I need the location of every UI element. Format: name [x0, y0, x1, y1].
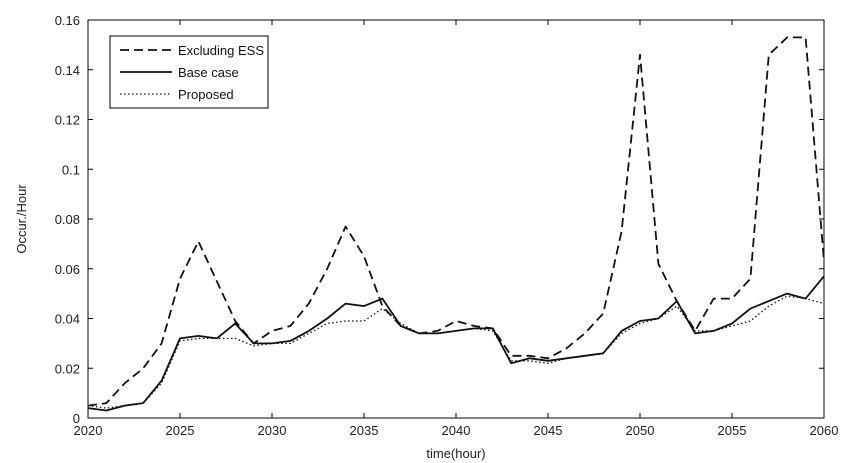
legend-label: Excluding ESS — [178, 43, 264, 58]
x-tick-label: 2020 — [74, 423, 103, 438]
series-line-base-case — [87, 275, 825, 412]
legend-label: Proposed — [178, 87, 234, 102]
y-axis-label: Occur./Hour — [14, 184, 29, 254]
y-tick-label: 0.12 — [55, 113, 80, 128]
series-line-excluding-ess — [87, 36, 825, 407]
y-tick-label: 0.14 — [55, 63, 80, 78]
axis-ticks: 2020 2025 2030 2035 2040 2045 2050 2055 2060 0 0.0… — [55, 13, 839, 438]
legend: Excluding ESS Base case Proposed — [109, 35, 269, 109]
x-tick-label: 2060 — [810, 423, 839, 438]
x-tick-label: 2055 — [718, 423, 747, 438]
x-tick-label: 2040 — [442, 423, 471, 438]
legend-label: Base case — [178, 65, 239, 80]
x-tick-label: 2045 — [534, 423, 563, 438]
y-tick-label: 0.08 — [55, 212, 80, 227]
x-axis-label: time(hour) — [426, 446, 485, 461]
y-tick-label: 0 — [73, 411, 80, 426]
x-tick-label: 2050 — [626, 423, 655, 438]
series-layer — [87, 36, 825, 412]
y-tick-label: 0.06 — [55, 262, 80, 277]
y-tick-label: 0.04 — [55, 312, 80, 327]
y-tick-label: 0.02 — [55, 361, 80, 376]
x-tick-label: 2025 — [166, 423, 195, 438]
x-tick-label: 2035 — [350, 423, 379, 438]
x-tick-label: 2030 — [258, 423, 287, 438]
y-tick-label: 0.1 — [62, 162, 80, 177]
y-tick-label: 0.16 — [55, 13, 80, 28]
